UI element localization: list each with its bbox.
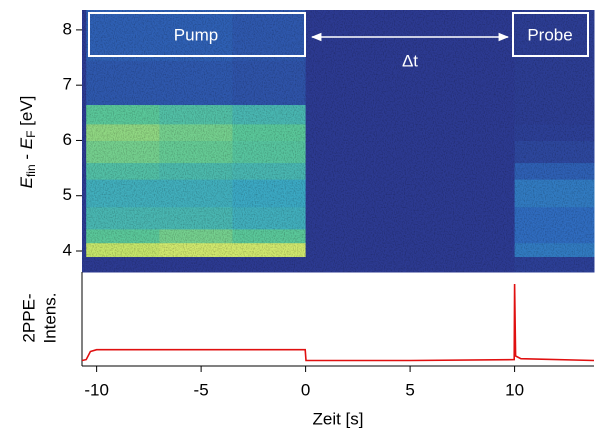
y-tick-label: 4 bbox=[63, 240, 72, 259]
x-tick-label: 0 bbox=[301, 380, 310, 399]
noise-texture bbox=[82, 10, 594, 272]
delay-label: Δt bbox=[402, 51, 418, 70]
x-axis-label: Zeit [s] bbox=[312, 409, 363, 428]
y-tick-label: 8 bbox=[63, 19, 72, 38]
y-tick-label: 7 bbox=[63, 75, 72, 94]
y-tick-label: 5 bbox=[63, 185, 72, 204]
x-tick-label: -5 bbox=[194, 380, 209, 399]
lower-y-label: 2PPE- bbox=[19, 293, 38, 342]
x-tick-label: 5 bbox=[405, 380, 414, 399]
probe-label: Probe bbox=[527, 25, 572, 44]
y-axis-label: Efin - EF [eV] bbox=[17, 96, 38, 189]
pump-box bbox=[88, 12, 306, 57]
x-tick-label: 10 bbox=[505, 380, 524, 399]
probe-box bbox=[512, 12, 589, 57]
pump-label: Pump bbox=[174, 25, 218, 44]
y-tick-label: 6 bbox=[63, 130, 72, 149]
intensity-line bbox=[81, 283, 595, 362]
x-tick-label: -10 bbox=[84, 380, 109, 399]
lower-y-label: Intens. bbox=[40, 292, 59, 343]
